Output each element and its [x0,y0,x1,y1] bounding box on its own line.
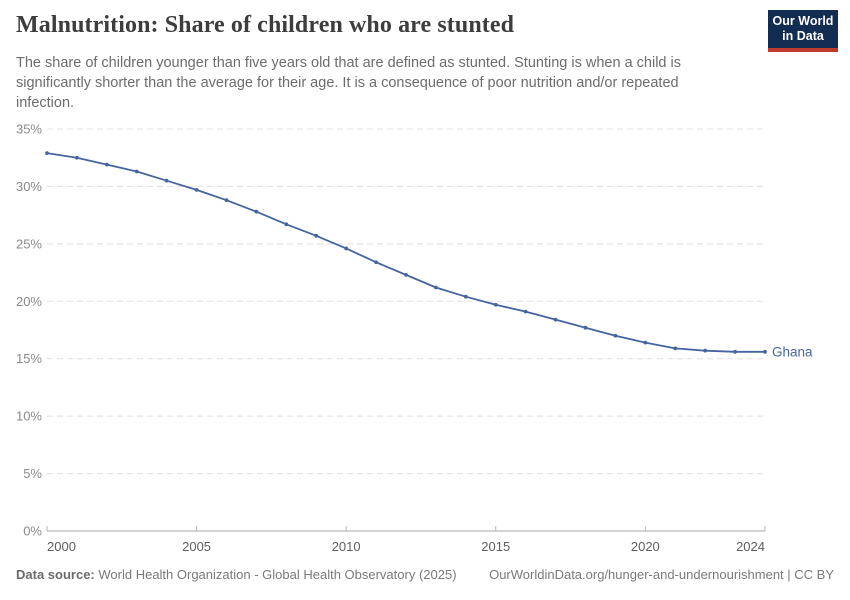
y-axis-tick-label: 35% [16,122,42,137]
data-point[interactable] [583,325,588,330]
owid-logo[interactable]: Our World in Data [768,10,838,52]
y-axis-tick-label: 5% [23,466,42,481]
data-point[interactable] [75,155,79,160]
line-chart[interactable]: 0% 5% 10% 15% 20% 25% 30% 35% 2000 2005 2010 2015 20… [0,110,850,562]
y-axis-tick-label: 20% [16,294,42,309]
data-point[interactable] [463,294,468,299]
data-point[interactable] [224,198,229,203]
data-point[interactable] [673,346,678,351]
data-point[interactable] [254,209,259,214]
data-point[interactable] [493,302,498,307]
data-point[interactable] [523,309,528,314]
data-point[interactable] [194,187,199,192]
page-title: Malnutrition: Share of children who are … [16,12,515,38]
owid-url-license[interactable]: OurWorldinData.org/hunger-and-undernouri… [489,567,834,582]
data-point[interactable] [344,246,349,251]
x-axis-tick-label: 2015 [481,539,510,554]
y-axis-tick-label: 0% [23,524,42,539]
data-point[interactable] [104,162,109,167]
x-axis-tick-label: 2005 [182,539,211,554]
data-source-label: Data source: [16,567,95,582]
owid-logo-line1: Our World [772,13,834,28]
data-source-value: World Health Organization - Global Healt… [98,567,457,582]
data-point[interactable] [284,222,289,227]
data-point[interactable] [134,169,139,174]
data-point[interactable] [45,151,49,156]
data-point[interactable] [434,285,438,290]
owid-logo-line2: in Data [782,29,824,43]
data-point[interactable] [733,349,737,354]
data-source: Data source: World Health Organization -… [16,567,457,582]
data-point[interactable] [613,333,618,338]
data-point[interactable] [314,233,319,238]
x-axis-tick-label: 2010 [332,539,361,554]
x-axis-tick-label: 2020 [631,539,660,554]
data-point[interactable] [374,260,378,265]
chart-subtitle: The share of children younger than five … [16,55,681,111]
data-point[interactable] [164,178,169,183]
data-point[interactable] [404,272,408,277]
series-end-label[interactable]: Ghana [772,344,813,359]
data-point[interactable] [553,317,558,322]
y-axis-tick-label: 15% [16,351,42,366]
chart-footer: Data source: World Health Organization -… [16,567,834,582]
data-point[interactable] [763,349,767,354]
y-axis-tick-label: 30% [16,179,42,194]
data-point[interactable] [703,348,708,353]
y-axis-tick-label: 25% [16,236,42,251]
x-axis-tick-label: 2024 [736,539,765,554]
data-point[interactable] [643,340,648,345]
y-axis-tick-label: 10% [16,409,42,424]
trend-line[interactable] [46,152,766,353]
x-axis-tick-label: 2000 [47,539,76,554]
